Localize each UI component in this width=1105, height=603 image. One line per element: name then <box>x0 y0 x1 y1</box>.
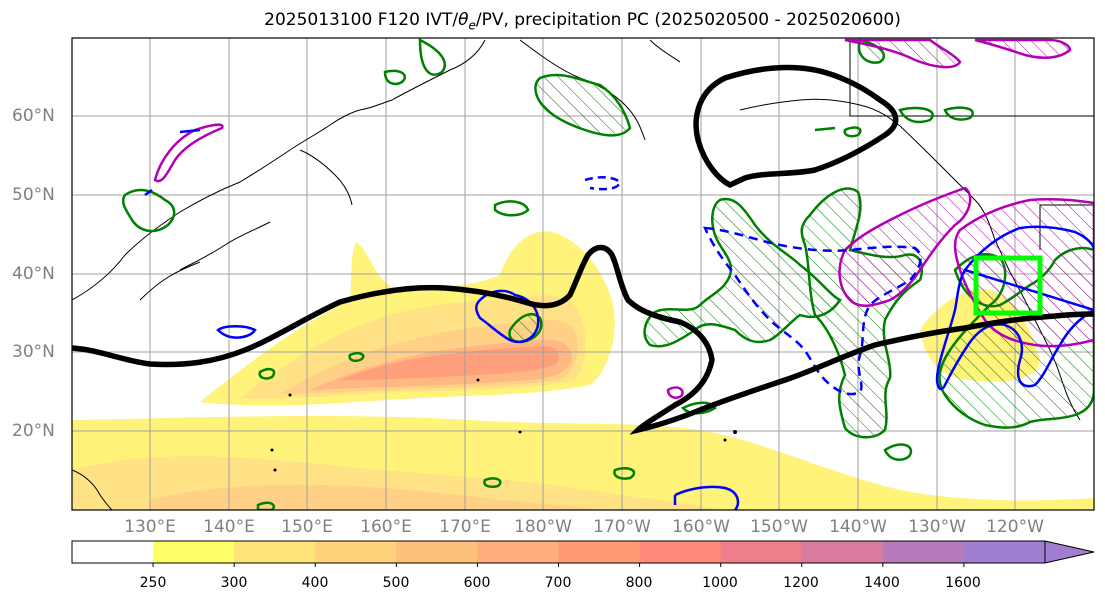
colorbar-tick-label: 600 <box>463 575 491 591</box>
lon-label: 180°W <box>514 517 572 537</box>
colorbar-segment <box>477 541 559 563</box>
colorbar-segment <box>558 541 641 563</box>
theta-e-contours <box>144 128 1094 510</box>
map-frame <box>71 37 1095 511</box>
colorbar-tick-label: 800 <box>625 575 653 591</box>
colorbar-extend-arrow <box>1044 540 1095 564</box>
lon-label: 130°W <box>908 517 966 537</box>
lat-label: 40°N <box>12 264 55 284</box>
colorbar-segment <box>315 541 397 563</box>
lon-label: 150°E <box>281 517 333 537</box>
colorbar-tick-label: 1600 <box>945 575 981 591</box>
lon-label: 150°W <box>750 517 808 537</box>
map-area <box>72 38 1094 510</box>
lon-label: 130°E <box>124 517 176 537</box>
colorbar-segment <box>801 541 884 563</box>
colorbar-tick-label: 1200 <box>783 575 819 591</box>
colorbar-segment <box>72 541 154 563</box>
title-theta-subscript: e <box>468 18 476 33</box>
lat-label: 30°N <box>12 342 55 362</box>
lon-label: 140°W <box>829 517 887 537</box>
title-theta: θ <box>458 10 469 30</box>
pv-contours <box>72 64 1094 435</box>
colorbar-segment <box>639 541 722 563</box>
colorbar-segment <box>153 541 235 563</box>
title-prefix: 2025013100 F120 IVT/ <box>264 10 459 30</box>
colorbar-segment <box>882 541 965 563</box>
colorbar-frame <box>71 540 1046 564</box>
lat-label: 50°N <box>12 185 55 205</box>
colorbar <box>72 541 1046 567</box>
lon-label: 170°W <box>593 517 651 537</box>
lon-label: 160°W <box>672 517 730 537</box>
colorbar-tick-label: 400 <box>301 575 329 591</box>
lon-label: 170°E <box>439 517 491 537</box>
colorbar-tick-label: 250 <box>139 575 167 591</box>
lon-label: 140°E <box>203 517 255 537</box>
lat-label: 20°N <box>12 421 55 441</box>
colorbar-tick-label: 1400 <box>864 575 900 591</box>
colorbar-tick-label: 1000 <box>702 575 738 591</box>
graticule <box>72 38 1094 510</box>
lon-label: 160°E <box>360 517 412 537</box>
colorbar-tick-label: 300 <box>220 575 248 591</box>
colorbar-tick-label: 700 <box>544 575 572 591</box>
colorbar-segment <box>396 541 478 563</box>
lon-label: 120°W <box>986 517 1044 537</box>
colorbar-tick-label: 500 <box>382 575 410 591</box>
map-title: 2025013100 F120 IVT/θe/PV, precipitation… <box>0 10 1105 32</box>
colorbar-segment <box>234 541 316 563</box>
lat-label: 60°N <box>12 106 55 126</box>
target-box <box>973 255 1043 316</box>
colorbar-segment <box>720 541 803 563</box>
title-suffix: /PV, precipitation PC (2025020500 - 2025… <box>475 10 901 30</box>
colorbar-segment <box>963 541 1046 563</box>
